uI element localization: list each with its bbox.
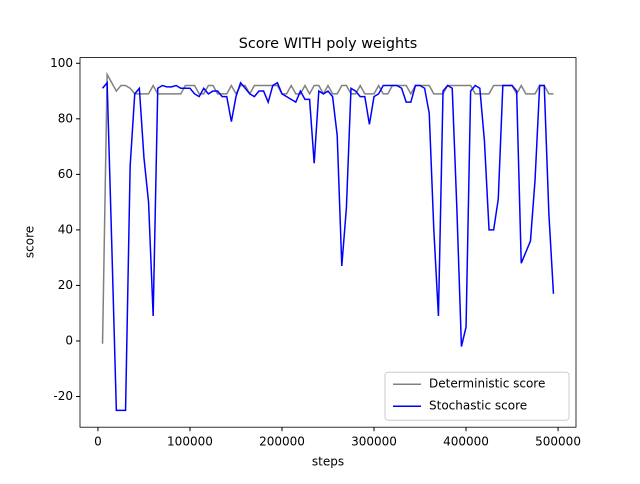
y-tick-label: 0 [65, 333, 73, 347]
x-axis-label: steps [312, 455, 344, 469]
chart-title: Score WITH poly weights [239, 36, 418, 52]
axes-frame [79, 57, 577, 428]
y-tick-label: 80 [58, 111, 73, 125]
x-tick-label: 400000 [443, 435, 489, 449]
y-tick-label: -20 [53, 389, 73, 403]
x-tick-label: 200000 [259, 435, 305, 449]
y-axis-label: score [23, 226, 37, 258]
x-tick-label: 100000 [167, 435, 213, 449]
x-tick-label: 500000 [535, 435, 581, 449]
x-tick-label: 0 [94, 435, 102, 449]
legend-label: Stochastic score [429, 399, 527, 413]
y-tick-label: 100 [50, 56, 73, 70]
y-tick-label: 20 [58, 278, 73, 292]
legend-label: Deterministic score [429, 377, 545, 391]
legend-box [384, 371, 570, 421]
series-line [101, 80, 555, 412]
series-line [101, 71, 554, 344]
y-tick-label: 40 [58, 222, 73, 236]
y-tick-label: 60 [58, 167, 73, 181]
x-tick-label: 300000 [351, 435, 397, 449]
